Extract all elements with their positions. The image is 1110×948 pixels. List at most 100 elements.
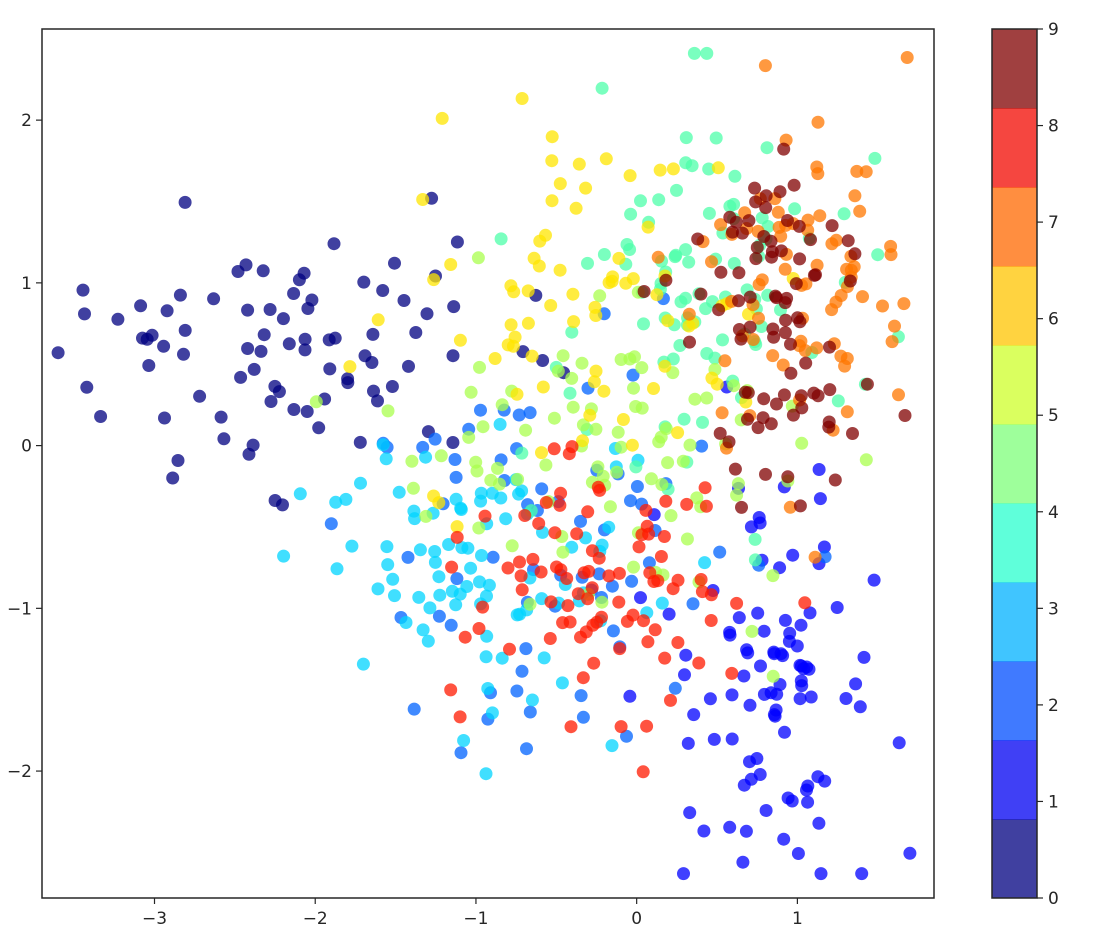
scatter-point-class-0 (171, 454, 185, 467)
colorbar-segment (992, 108, 1037, 188)
scatter-point-class-9 (750, 241, 764, 254)
scatter-point-class-9 (734, 332, 748, 346)
scatter-point-class-8 (632, 540, 646, 554)
scatter-point-class-9 (848, 247, 862, 261)
scatter-point-class-3 (412, 590, 426, 604)
scatter-point-class-1 (853, 700, 867, 714)
scatter-point-class-0 (300, 405, 314, 418)
scatter-point-class-9 (822, 420, 836, 434)
scatter-point-class-5 (611, 425, 625, 439)
colorbar-tick-label: 6 (1048, 310, 1059, 330)
scatter-point-class-5 (664, 509, 678, 523)
scatter-point-class-6 (545, 194, 559, 208)
scatter-point-class-3 (460, 580, 474, 593)
scatter-point-class-8 (637, 614, 650, 628)
scatter-point-class-6 (576, 434, 589, 448)
scatter-point-class-4 (727, 197, 741, 211)
scatter-point-class-7 (746, 333, 760, 346)
scatter-point-class-9 (759, 189, 773, 203)
scatter-point-class-5 (859, 453, 873, 467)
scatter-point-class-2 (535, 482, 549, 496)
scatter-point-class-6 (616, 413, 630, 426)
scatter-point-class-6 (444, 258, 458, 271)
scatter-point-class-1 (812, 463, 826, 476)
scatter-point-class-8 (503, 642, 516, 656)
scatter-point-class-3 (421, 634, 435, 648)
scatter-point-class-8 (585, 581, 599, 595)
scatter-point-class-3 (392, 485, 406, 499)
scatter-point-class-5 (539, 458, 553, 472)
scatter-point-class-3 (399, 616, 413, 629)
scatter-point-class-5 (795, 436, 809, 450)
scatter-point-class-5 (680, 532, 694, 546)
scatter-point-class-0 (446, 349, 460, 363)
scatter-point-class-2 (626, 368, 640, 382)
scatter-point-class-0 (447, 300, 461, 314)
scatter-point-class-5 (491, 461, 504, 475)
scatter-point-class-7 (888, 319, 901, 333)
scatter-point-class-6 (545, 154, 559, 168)
scatter-point-class-3 (457, 734, 471, 747)
scatter-point-class-4 (629, 460, 643, 474)
scatter-point-class-9 (659, 273, 673, 287)
scatter-point-class-9 (712, 303, 726, 317)
scatter-point-class-6 (545, 130, 559, 144)
scatter-point-class-1 (634, 591, 647, 605)
scatter-point-class-5 (644, 472, 658, 486)
scatter-point-class-3 (480, 589, 493, 603)
colorbar-tick-label: 0 (1048, 889, 1059, 909)
scatter-point-class-0 (323, 362, 337, 376)
scatter-point-class-8 (798, 596, 812, 610)
scatter-point-class-5 (628, 350, 641, 364)
scatter-point-class-1 (759, 804, 773, 817)
scatter-point-class-8 (501, 561, 515, 575)
scatter-point-class-6 (599, 152, 613, 166)
x-tick-label: 0 (631, 909, 642, 929)
scatter-point-class-8 (444, 683, 458, 697)
scatter-point-class-6 (587, 375, 601, 389)
scatter-point-class-9 (732, 323, 746, 336)
scatter-point-class-8 (543, 632, 557, 645)
scatter-point-class-5 (476, 420, 490, 434)
scatter-point-class-2 (642, 556, 656, 570)
scatter-point-class-8 (639, 503, 653, 517)
scatter-point-class-2 (574, 514, 587, 528)
colorbar-segment (992, 266, 1037, 346)
scatter-point-class-9 (786, 408, 800, 422)
scatter-point-class-2 (416, 440, 430, 454)
colorbar-tick-label: 5 (1048, 406, 1059, 426)
scatter-point-class-2 (818, 550, 832, 564)
scatter-point-class-8 (692, 656, 706, 670)
scatter-point-class-4 (728, 169, 742, 183)
scatter-point-class-4 (597, 248, 611, 261)
scatter-point-class-0 (134, 299, 148, 313)
scatter-point-class-9 (757, 230, 771, 243)
scatter-point-class-3 (499, 512, 513, 526)
scatter-point-class-9 (637, 285, 651, 298)
scatter-point-class-6 (653, 163, 667, 177)
scatter-point-class-5 (566, 400, 580, 414)
scatter-point-class-1 (752, 511, 766, 524)
scatter-point-class-3 (433, 588, 447, 602)
scatter-point-class-1 (903, 846, 917, 860)
scatter-point-class-0 (177, 347, 190, 361)
scatter-point-class-9 (807, 268, 821, 282)
scatter-point-class-6 (544, 299, 558, 312)
scatter-point-class-0 (214, 410, 228, 424)
scatter-point-class-6 (650, 288, 664, 302)
scatter-point-class-8 (725, 666, 739, 680)
scatter-point-class-9 (860, 377, 874, 391)
scatter-point-class-8 (544, 595, 558, 609)
scatter-point-class-7 (752, 311, 765, 325)
scatter-point-class-4 (515, 446, 529, 460)
scatter-point-class-6 (567, 315, 581, 329)
scatter-point-class-8 (564, 720, 578, 734)
scatter-point-class-1 (757, 687, 771, 701)
scatter-point-class-9 (741, 386, 755, 400)
scatter-point-class-7 (810, 160, 824, 174)
scatter-point-class-2 (510, 684, 524, 698)
scatter-point-class-8 (613, 642, 627, 656)
scatter-point-class-4 (871, 248, 885, 262)
scatter-point-class-5 (464, 385, 478, 399)
scatter-point-class-0 (402, 359, 415, 373)
